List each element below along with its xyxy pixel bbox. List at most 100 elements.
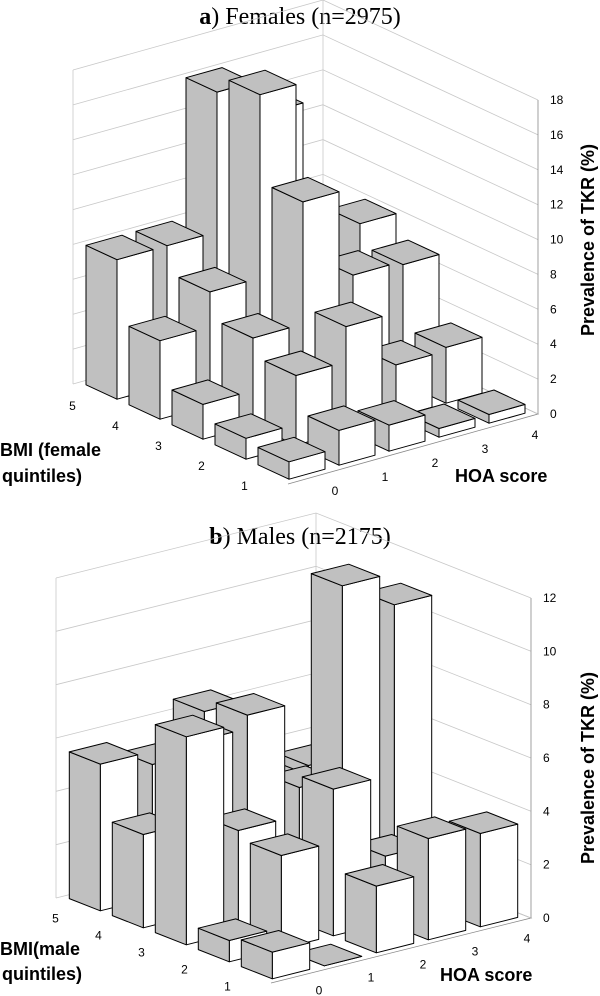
bar-front-face xyxy=(375,876,415,954)
y-tick-label: 1 xyxy=(241,479,248,493)
z-axis-ticks: 0 2 4 6 8 10 12 xyxy=(543,591,557,925)
y-axis-ticks: 1 2 3 4 5 xyxy=(52,912,231,994)
bar-top-face xyxy=(215,693,286,716)
bar-side-face xyxy=(85,244,118,400)
bar-side-face xyxy=(154,724,187,946)
bar-front-face xyxy=(427,828,467,941)
chart-title-text: ) Females (n=2975) xyxy=(211,4,401,30)
bar-front-face xyxy=(185,726,225,946)
z-tick-label: 4 xyxy=(550,337,557,351)
x-tick-label: 0 xyxy=(332,484,339,498)
z-tick-label: 16 xyxy=(550,128,564,142)
chart-title-text: ) Males (n=2175) xyxy=(223,524,391,550)
bar-bmi1-hoa4 xyxy=(457,389,526,424)
x-tick-label: 3 xyxy=(482,442,489,456)
z-tick-label: 14 xyxy=(550,163,564,177)
bar-front-face xyxy=(479,823,519,928)
x-tick-label: 0 xyxy=(316,984,323,996)
bar-bmi2-hoa0 xyxy=(214,413,283,460)
bar-top-face xyxy=(314,301,383,328)
bar-top-face xyxy=(228,69,297,96)
bar-bmi2-hoa1 xyxy=(249,833,320,950)
gridline xyxy=(72,0,539,101)
bar-top-face xyxy=(128,315,197,342)
chart-title-letter: a xyxy=(199,4,211,30)
z-tick-label: 2 xyxy=(543,858,550,872)
bar-top-face xyxy=(271,176,340,203)
bar-top-face xyxy=(414,322,483,348)
z-tick-label: 2 xyxy=(550,372,557,386)
y-tick-label: 3 xyxy=(155,439,162,453)
y-axis-title-line2: quintiles) xyxy=(2,964,82,984)
bar-top-face xyxy=(310,563,381,587)
bar-top-face xyxy=(154,714,225,738)
x-axis-title: HOA score xyxy=(455,466,547,486)
gridline xyxy=(55,672,532,759)
z-axis-title: Prevalence of TKR (%) xyxy=(578,144,598,336)
bar-top-face xyxy=(371,239,440,266)
bar-bmi1-hoa0 xyxy=(240,930,311,980)
gridline xyxy=(55,619,532,706)
bar-top-face xyxy=(68,742,139,765)
bar-top-face xyxy=(221,313,290,339)
chart-title-females: a) Females (n=2975) xyxy=(199,4,401,30)
x-tick-label: 4 xyxy=(532,428,539,442)
y-axis-title-line1: BMI (female xyxy=(0,440,101,460)
z-tick-label: 4 xyxy=(543,804,550,818)
bar-top-face xyxy=(257,436,326,463)
y-tick-label: 1 xyxy=(224,980,231,994)
z-tick-label: 12 xyxy=(543,591,557,605)
z-tick-label: 12 xyxy=(550,198,564,212)
x-tick-label: 3 xyxy=(472,945,479,959)
bar-top-face xyxy=(396,816,467,839)
z-tick-label: 18 xyxy=(550,93,564,107)
bar-top-face xyxy=(264,350,333,376)
bar-bmi1-hoa2 xyxy=(344,864,415,954)
bar-bmi1-hoa0 xyxy=(257,436,326,480)
x-axis-ticks: 0 1 2 3 4 xyxy=(332,428,539,498)
chart-title-letter: b xyxy=(209,524,222,550)
bar-top-face xyxy=(457,389,526,415)
bar-top-face xyxy=(249,833,320,856)
chart-title-males: b) Males (n=2175) xyxy=(209,524,391,550)
bar-top-face xyxy=(214,413,283,439)
bar-top-face xyxy=(85,234,154,261)
y-tick-label: 2 xyxy=(198,459,205,473)
y-tick-label: 5 xyxy=(69,399,76,413)
y-tick-label: 5 xyxy=(52,912,59,926)
bar-top-face xyxy=(344,864,415,887)
bar-bmi3-hoa0 xyxy=(154,714,225,946)
gridline xyxy=(55,565,532,652)
bar-side-face xyxy=(128,325,161,420)
z-tick-label: 0 xyxy=(550,407,557,421)
y-tick-label: 2 xyxy=(181,963,188,977)
z-tick-label: 6 xyxy=(543,751,550,765)
bar-top-face xyxy=(171,379,240,405)
bar-top-face xyxy=(357,400,426,426)
bars xyxy=(85,67,526,480)
bar-top-face xyxy=(448,811,519,834)
z-tick-label: 0 xyxy=(543,911,550,925)
x-tick-label: 2 xyxy=(420,958,427,972)
x-tick-label: 2 xyxy=(432,456,439,470)
y-axis-title-line1: BMI(male xyxy=(0,939,80,959)
bar-side-face xyxy=(68,751,101,912)
z-tick-label: 10 xyxy=(543,644,557,658)
x-axis-ticks: 0 1 2 3 4 xyxy=(316,932,531,996)
bar-front-face xyxy=(445,336,483,404)
z-tick-label: 8 xyxy=(543,698,550,712)
y-tick-label: 3 xyxy=(138,946,145,960)
y-tick-label: 4 xyxy=(112,419,119,433)
bar-top-face xyxy=(135,220,204,247)
bar-top-face xyxy=(178,266,247,293)
y-tick-label: 4 xyxy=(95,929,102,943)
z-tick-label: 10 xyxy=(550,233,564,247)
x-tick-label: 1 xyxy=(368,971,375,985)
z-tick-label: 6 xyxy=(550,302,557,316)
x-tick-label: 4 xyxy=(524,932,531,946)
x-axis-title: HOA score xyxy=(440,965,532,985)
bar-side-face xyxy=(111,821,144,929)
